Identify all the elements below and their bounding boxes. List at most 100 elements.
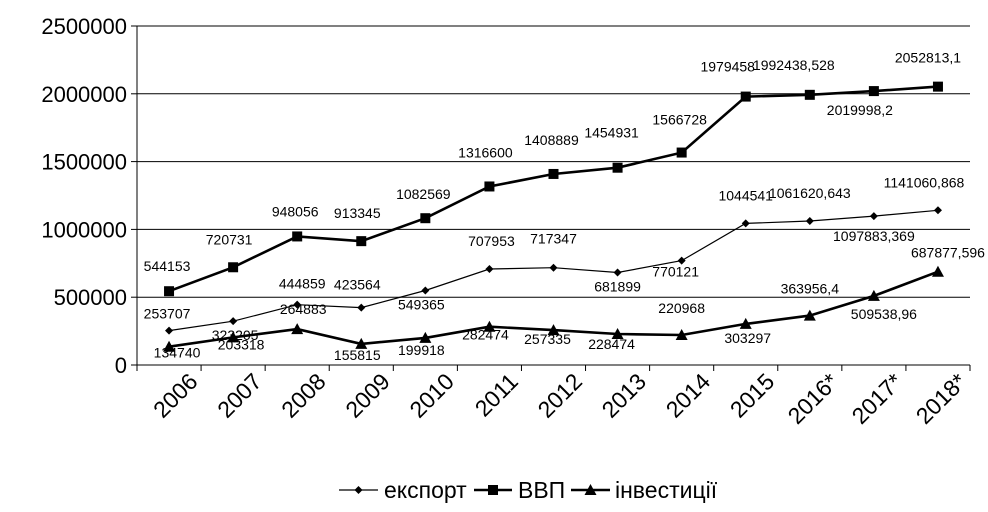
y-tick-label: 1500000 (41, 150, 127, 175)
y-tick-label: 0 (115, 353, 127, 378)
y-tick-label: 500000 (54, 285, 127, 310)
series-3-point (419, 331, 432, 343)
data-label: 913345 (334, 205, 381, 221)
data-label: 1992438,528 (753, 57, 835, 73)
series-2-point (356, 236, 367, 247)
data-label: 363956,4 (781, 281, 840, 297)
data-label: 264883 (280, 301, 327, 317)
series-2-point (676, 147, 687, 158)
series-1-point (357, 303, 366, 312)
series-1-point (229, 317, 238, 326)
series-1-point (869, 212, 878, 221)
x-tick-label: 2006 (148, 368, 203, 423)
x-axis-ticks: 2006 2007 2008 2009 2010 2011 2012 2013 2014 2015… (136, 365, 972, 429)
series-2-point (804, 89, 815, 100)
series-1-point (677, 256, 686, 265)
series-1-point (549, 263, 558, 272)
gridlines (137, 25, 970, 298)
data-label: 203318 (218, 336, 265, 352)
series-2-point (548, 168, 559, 179)
y-axis-ticks: 0 500000 1000000 1500000 2000000 2500000 (41, 14, 137, 378)
data-label: 1061620,643 (769, 185, 851, 201)
series-3-point (227, 331, 240, 343)
data-label: 2019998,2 (827, 102, 893, 118)
data-label: 253707 (144, 306, 191, 322)
axes (136, 26, 970, 366)
data-label: 717347 (530, 231, 577, 247)
data-label: 544153 (144, 258, 191, 274)
data-label: 687877,596 (911, 245, 985, 261)
data-label: 444859 (279, 276, 326, 292)
series-1-point (485, 265, 494, 274)
series-2-point (932, 81, 943, 92)
series-3-point (355, 337, 368, 349)
data-label: 1979458 (700, 59, 755, 75)
x-tick-label: 2008 (276, 368, 331, 423)
series-3-point (611, 328, 624, 340)
data-label: 1044541 (718, 187, 773, 203)
data-label: 220968 (658, 300, 705, 316)
series-3-point (675, 329, 688, 341)
series-3-point (483, 320, 496, 332)
series-2-point (420, 213, 431, 224)
data-label: 707953 (468, 233, 515, 249)
data-labels: 253707 323205 444859 423564 549365 707953 7173… (144, 50, 985, 363)
data-label: 1408889 (524, 132, 579, 148)
legend-label: ВВП (518, 477, 565, 503)
series-1-point (741, 219, 750, 228)
data-label: 155815 (334, 347, 381, 363)
series-1-point (165, 326, 174, 335)
legend-label: експорт (384, 477, 467, 503)
x-tick-label: 2011 (470, 368, 523, 421)
x-tick-label: 2016* (782, 368, 843, 429)
data-label: 282474 (462, 327, 509, 343)
data-label: 549365 (398, 297, 445, 313)
data-label: 509538,96 (851, 306, 917, 322)
series-2-point (228, 262, 239, 273)
series-2-point (740, 91, 751, 102)
series-3-point (163, 340, 176, 352)
data-label: 228474 (588, 336, 635, 352)
y-tick-label: 2500000 (41, 14, 127, 39)
data-label: 1097883,369 (833, 228, 915, 244)
series-2-point (164, 286, 175, 297)
data-label: 1316600 (458, 144, 513, 160)
series-2-point (612, 162, 623, 173)
legend-item: експорт (339, 477, 467, 503)
data-label: 1082569 (396, 186, 451, 202)
data-label: 423564 (334, 277, 381, 293)
x-tick-label: 2018* (911, 368, 972, 429)
series-3-point (867, 289, 880, 301)
x-tick-label: 2010 (404, 368, 459, 423)
data-label: 1566728 (652, 112, 707, 128)
x-tick-label: 2007 (212, 368, 267, 423)
data-label: 681899 (594, 279, 641, 295)
data-label: 2052813,1 (895, 50, 961, 66)
legend: експорт ВВП інвестиції (339, 477, 718, 503)
series-1-point (293, 300, 302, 309)
data-label: 134740 (154, 345, 201, 361)
x-tick-label: 2012 (533, 368, 588, 423)
y-tick-label: 1000000 (41, 217, 127, 242)
data-label: 323205 (212, 327, 259, 343)
series-3-point (931, 265, 944, 277)
legend-item: ВВП (474, 477, 565, 503)
legend-triangle-icon (584, 484, 597, 495)
series-1-point (933, 206, 942, 215)
x-tick-label: 2015 (725, 368, 780, 423)
data-label: 1454931 (584, 125, 639, 141)
data-label: 303297 (724, 330, 771, 346)
series-1-point (421, 286, 430, 295)
x-tick-label: 2014 (661, 368, 716, 423)
legend-diamond-icon (354, 486, 363, 494)
series-2-point (868, 86, 879, 97)
series-3-point (739, 317, 752, 329)
data-label: 948056 (272, 203, 319, 219)
x-tick-label: 2009 (340, 368, 395, 423)
series-1-point (805, 217, 814, 226)
x-tick-label: 2013 (597, 368, 652, 423)
x-tick-label: 2017* (847, 368, 908, 429)
data-label: 1141060,868 (884, 174, 965, 190)
data-label: 720731 (206, 231, 253, 247)
